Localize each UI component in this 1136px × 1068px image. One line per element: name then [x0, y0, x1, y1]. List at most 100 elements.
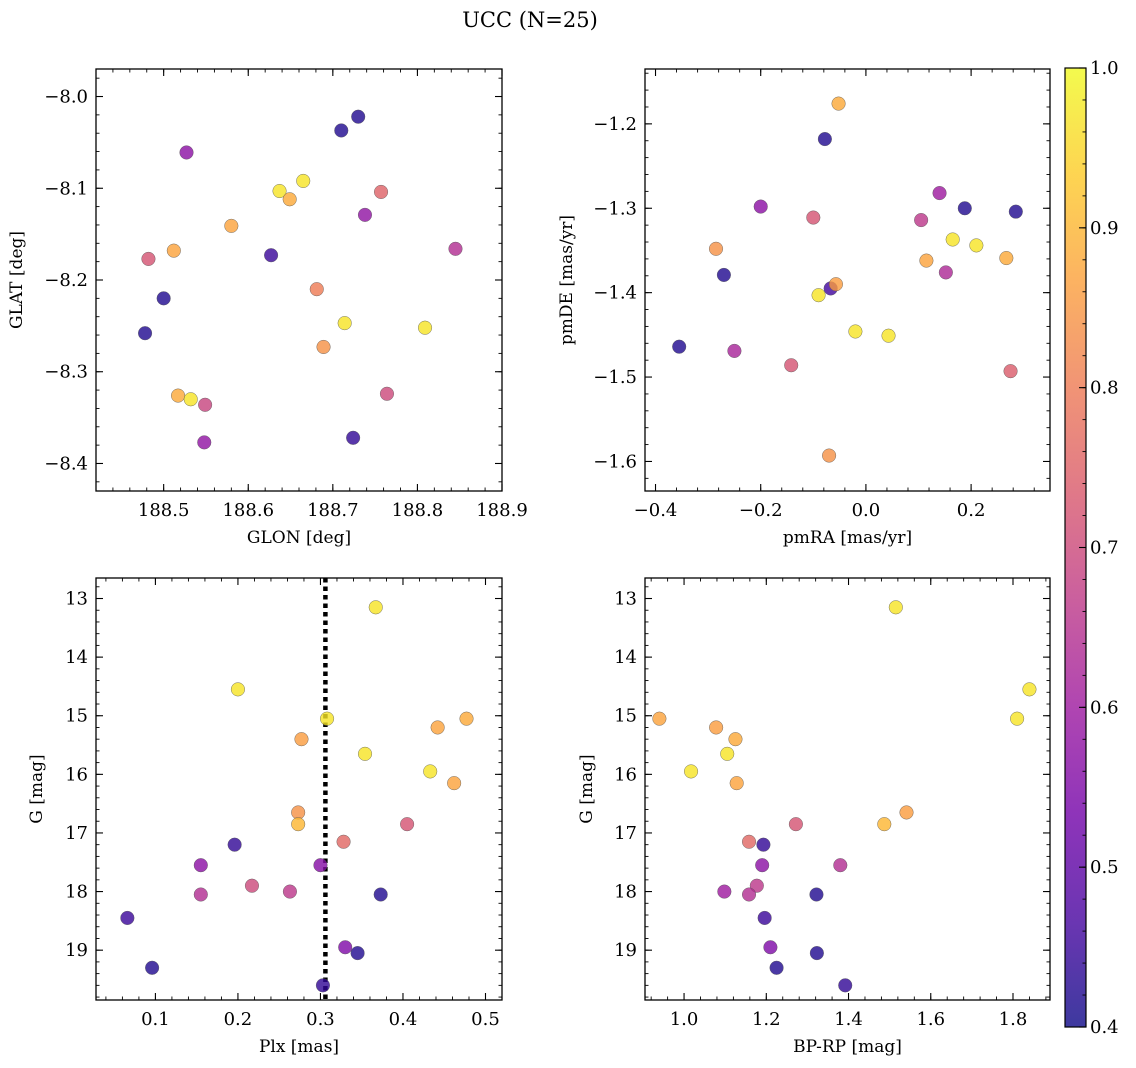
scatter-point	[120, 910, 135, 925]
scatter-point	[166, 243, 181, 258]
scatter-point	[448, 241, 463, 256]
scatter-point	[430, 720, 445, 735]
scatter-point	[652, 711, 667, 726]
scatter-point	[423, 764, 438, 779]
y-tick-label: 14	[65, 647, 88, 668]
scatter-point	[684, 764, 699, 779]
x-axis-label: GLON [deg]	[247, 528, 351, 548]
x-tick-label: 1.8	[999, 1009, 1028, 1030]
colorbar-tick-label: 0.6	[1090, 697, 1119, 718]
scatter-point	[183, 392, 198, 407]
scatter-point	[672, 339, 687, 354]
scatter-point	[156, 291, 171, 306]
scatter-point	[351, 109, 366, 124]
scatter-point	[373, 887, 388, 902]
y-tick-label: 13	[614, 589, 637, 610]
scatter-point	[1003, 364, 1018, 379]
colorbar: 0.4 0.5 0.6 0.7 0.8 0.9 1.0	[1064, 58, 1119, 1038]
scatter-point	[447, 776, 462, 791]
y-tick-label: 14	[614, 647, 637, 668]
x-minor-ticks	[655, 69, 1035, 491]
scatter-point	[809, 946, 824, 961]
scatter-points	[672, 96, 1023, 463]
y-tick-label: −1.6	[593, 451, 637, 472]
x-tick-label: 188.5	[138, 500, 190, 521]
scatter-point	[899, 805, 914, 820]
scatter-point	[291, 817, 306, 832]
y-minor-ticks	[96, 77, 502, 483]
scatter-point	[753, 199, 768, 214]
scatter-point	[709, 720, 724, 735]
scatter-points	[120, 600, 474, 993]
y-tick-label: 19	[614, 940, 637, 961]
scatter-point	[336, 834, 351, 849]
scatter-point	[316, 339, 331, 355]
panel-pmra-pmde: −0.4 −0.2 0.0 0.2 −1.6 −1.5 −1.4 −1.3 −1.2 pmRA […	[557, 68, 1051, 548]
x-tick-label: 188.7	[307, 500, 359, 521]
scatter-point	[313, 858, 328, 873]
scatter-point	[741, 834, 757, 849]
x-tick-label: 188.9	[476, 500, 528, 521]
y-tick-label: 15	[614, 706, 637, 727]
scatter-point	[806, 210, 821, 225]
scatter-point	[197, 435, 212, 450]
scatter-point	[170, 388, 186, 403]
x-tick-label: 188.6	[222, 500, 274, 521]
scatter-point	[296, 173, 311, 188]
scatter-point	[828, 277, 843, 292]
x-tick-label: −0.2	[739, 500, 783, 521]
scatter-point	[145, 960, 160, 975]
scatter-point	[914, 213, 929, 228]
panel-bprp-g: 1.0 1.2 1.4 1.6 1.8 13 14 15 16 17 18 19 BP-RP [mag]…	[577, 577, 1051, 1057]
scatter-point	[999, 251, 1014, 266]
y-tick-label: 18	[65, 882, 88, 903]
scatter-point	[817, 132, 832, 147]
y-axis-label: GLAT [deg]	[7, 231, 27, 329]
scatter-point	[138, 326, 153, 341]
scatter-point	[755, 858, 770, 873]
y-tick-label: 16	[614, 764, 637, 785]
scatter-point	[729, 776, 744, 791]
scatter-point	[957, 201, 972, 216]
x-tick-label: 0.2	[224, 1009, 253, 1030]
y-tick-label: −8.1	[44, 178, 88, 199]
scatter-point	[227, 837, 242, 852]
scatter-point	[720, 746, 735, 761]
y-tick-label: −8.4	[44, 453, 88, 474]
scatter-point	[230, 682, 245, 697]
scatter-point	[769, 960, 784, 975]
y-tick-label: 17	[65, 823, 88, 844]
y-tick-label: −1.2	[593, 114, 637, 135]
scatter-point	[315, 978, 330, 993]
scatter-point	[373, 184, 389, 199]
x-tick-label: 0.4	[389, 1009, 418, 1030]
x-tick-label: 0.1	[141, 1009, 170, 1030]
scatter-point	[881, 328, 896, 343]
y-tick-label: −1.3	[593, 198, 637, 219]
x-tick-label: 1.6	[916, 1009, 945, 1030]
scatter-point	[811, 288, 826, 303]
scatter-point	[932, 186, 947, 201]
x-axis-label: pmRA [mas/yr]	[783, 528, 912, 548]
scatter-point	[848, 324, 863, 339]
scatter-point	[788, 817, 803, 832]
y-minor-ticks	[96, 586, 502, 998]
scatter-point	[784, 358, 799, 373]
y-tick-label: 18	[614, 882, 637, 903]
scatter-point	[919, 253, 934, 268]
scatter-point	[831, 96, 846, 111]
colorbar-tick-label: 1.0	[1090, 58, 1119, 79]
y-tick-label: 15	[65, 706, 88, 727]
x-axis-label: Plx [mas]	[259, 1037, 339, 1057]
scatter-point	[757, 910, 772, 925]
scatter-point	[350, 946, 365, 961]
scatter-point	[337, 316, 352, 331]
x-tick-label: 0.2	[957, 500, 986, 521]
y-tick-label: −1.5	[593, 367, 637, 388]
x-minor-ticks	[105, 578, 503, 1000]
y-tick-label: 13	[65, 589, 88, 610]
scatter-point	[193, 858, 208, 873]
scatter-point	[282, 884, 297, 899]
x-axis-label: BP-RP [mag]	[793, 1037, 902, 1057]
colorbar-tick-label: 0.8	[1090, 378, 1119, 399]
